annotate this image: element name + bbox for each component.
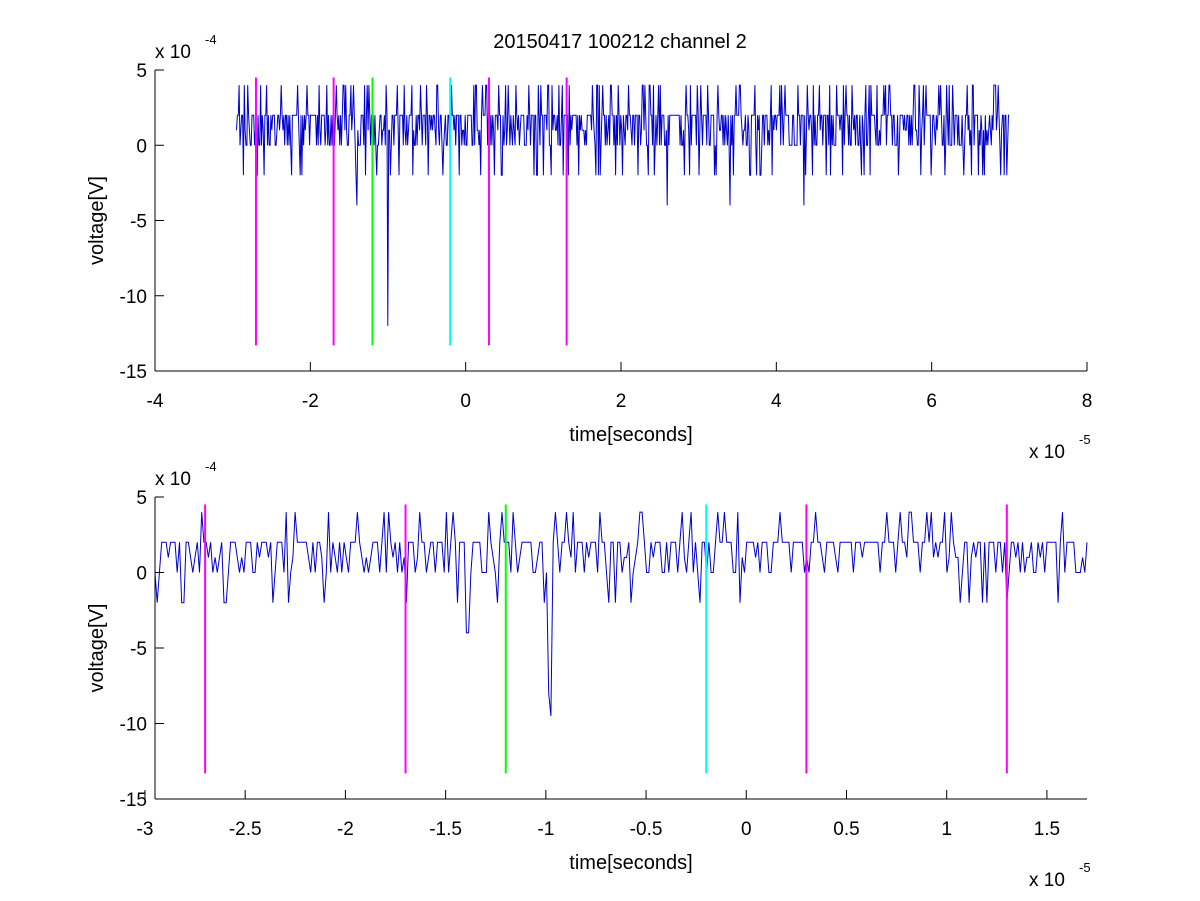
signal-line <box>236 84 1010 326</box>
x-tick-label: -1 <box>537 819 554 840</box>
bottom-plot: 5 0 -5 -10 -15 -3 -2.5 -2 -1.5 -1 -0.5 0 0.5 1 1.5 time… <box>86 459 1091 891</box>
x-tick-label: -3 <box>137 819 154 840</box>
x-tick-label: 0 <box>460 391 471 412</box>
x-tick-label: -2 <box>302 391 319 412</box>
y-axis-label: voltage[V] <box>86 176 108 265</box>
x-exponent-sup: -5 <box>1079 432 1091 447</box>
x-axis-label: time[seconds] <box>569 852 692 874</box>
y-tick-label: -5 <box>130 212 147 233</box>
top-plot: 50-5-10-15-4 -2 0 2 4 6 8time[seconds]voltage[… <box>86 32 1092 463</box>
x-tick-label: 0 <box>741 819 752 840</box>
x-tick-label: -4 <box>147 391 164 412</box>
x-axis-label: time[seconds] <box>569 424 692 446</box>
y-tick-label: 5 <box>136 488 147 509</box>
y-tick-label: 0 <box>136 564 147 585</box>
signal-line <box>154 511 1088 717</box>
x-tick-label: 4 <box>771 391 782 412</box>
y-tick-label: -15 <box>120 790 147 811</box>
y-exponent-sup: -4 <box>205 32 217 47</box>
x-tick-label: 1.5 <box>1034 819 1060 840</box>
y-tick-label: 5 <box>136 61 147 82</box>
x-tick-label: 6 <box>926 391 937 412</box>
x-tick-label: 0.5 <box>833 819 859 840</box>
y-axis-label: voltage[V] <box>86 604 108 693</box>
y-exponent-label: x 10 <box>155 42 191 63</box>
x-tick-label: 2 <box>616 391 627 412</box>
x-exponent-label: x 10 <box>1029 870 1065 891</box>
y-tick-label: -15 <box>120 362 147 383</box>
y-exponent-sup: -4 <box>205 459 217 474</box>
y-exponent-label: x 10 <box>155 469 191 490</box>
x-tick-label: -0.5 <box>630 819 663 840</box>
x-tick-label: -1.5 <box>429 819 462 840</box>
y-tick-label: 0 <box>136 136 147 157</box>
x-exponent-label: x 10 <box>1029 442 1065 463</box>
x-exponent-sup: -5 <box>1079 860 1091 875</box>
x-tick-label: -2.5 <box>229 819 262 840</box>
chart-title: 20150417 100212 channel 2 <box>493 31 747 53</box>
x-tick-label: 1 <box>941 819 952 840</box>
y-tick-label: -10 <box>120 715 147 736</box>
x-tick-label: 8 <box>1082 391 1093 412</box>
x-tick-label: -2 <box>337 819 354 840</box>
y-tick-label: -5 <box>130 639 147 660</box>
y-tick-label: -10 <box>120 287 147 308</box>
